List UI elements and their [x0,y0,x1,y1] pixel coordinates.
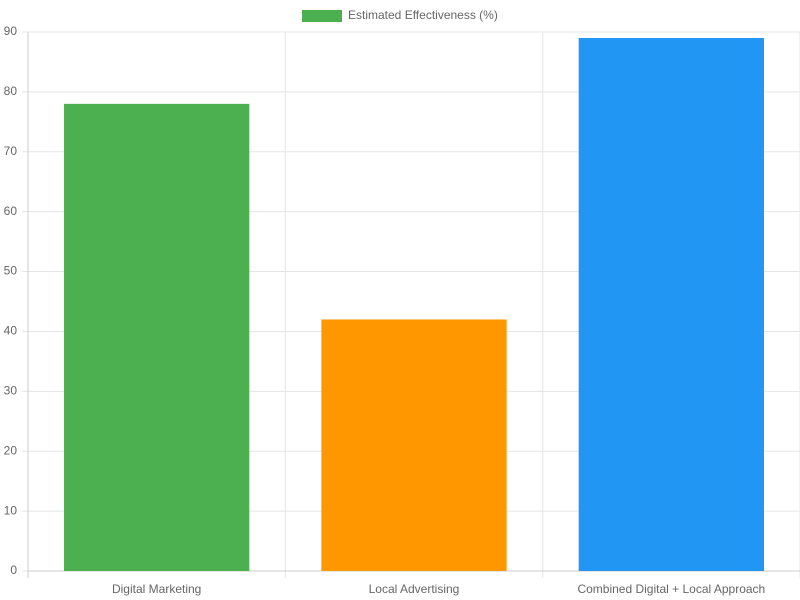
x-tick-label: Local Advertising [369,582,460,596]
y-tick-label: 70 [4,144,18,158]
legend-swatch [302,10,342,22]
y-tick-label: 60 [4,204,18,218]
y-tick-label: 50 [4,264,18,278]
x-tick-label: Combined Digital + Local Approach [577,582,765,596]
y-tick-label: 0 [10,563,17,577]
y-tick-label: 10 [4,503,18,517]
bar [64,103,250,571]
x-tick-label: Digital Marketing [112,582,201,596]
y-tick-label: 30 [4,384,18,398]
bar [578,37,764,571]
y-tick-label: 90 [4,24,18,38]
y-tick-label: 20 [4,443,18,457]
bar [321,319,507,571]
legend-label: Estimated Effectiveness (%) [348,8,498,22]
y-tick-label: 80 [4,84,18,98]
y-tick-label: 40 [4,324,18,338]
